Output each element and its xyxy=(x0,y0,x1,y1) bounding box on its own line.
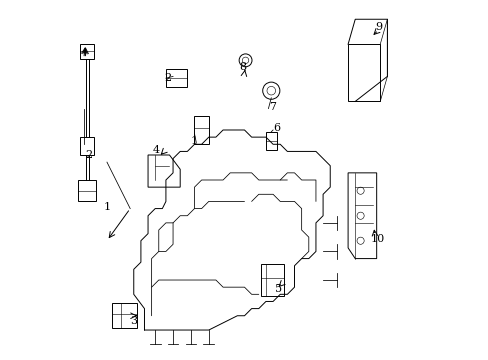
Text: 6: 6 xyxy=(272,123,280,133)
Text: 1: 1 xyxy=(190,136,198,146)
Text: 7: 7 xyxy=(268,102,275,112)
Text: 1: 1 xyxy=(103,202,110,212)
Text: 5: 5 xyxy=(275,284,282,294)
Text: 8: 8 xyxy=(239,63,246,72)
Text: 2: 2 xyxy=(85,150,93,160)
Text: 4: 4 xyxy=(152,145,159,155)
Text: 10: 10 xyxy=(370,234,384,244)
Text: 9: 9 xyxy=(374,22,382,32)
Text: 2: 2 xyxy=(164,73,171,83)
Text: 3: 3 xyxy=(130,316,137,326)
